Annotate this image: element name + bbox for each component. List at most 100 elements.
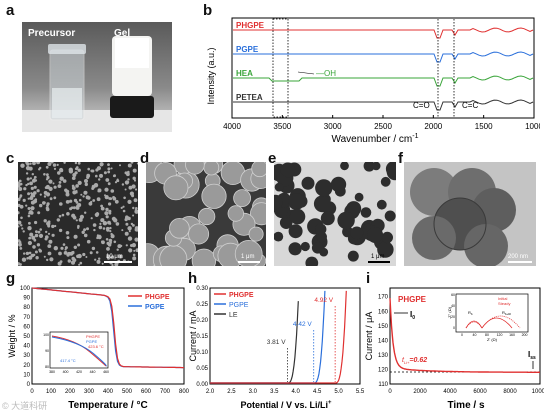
lsv-legend-phgpe: PHGPE <box>229 292 254 299</box>
sem-c-particle <box>47 232 51 235</box>
ftir-xtick-label: 3500 <box>273 122 291 131</box>
sem-c-particle <box>103 171 107 175</box>
sem-d-sphere <box>201 183 227 209</box>
sem-c-particle <box>107 163 110 166</box>
sem-d-sphere <box>169 218 190 239</box>
sem-c-particle <box>77 162 81 165</box>
lsv-onset-label-0: 3.81 V <box>267 339 286 346</box>
sem-c-particle <box>101 262 104 265</box>
sem-d-sphere <box>185 162 205 175</box>
sem-c-particle <box>53 196 57 200</box>
panel-letter-f: f <box>398 150 403 167</box>
sem-c-particle <box>86 239 91 244</box>
sem-c-particle <box>27 226 32 231</box>
gel-label: Gel <box>114 28 131 39</box>
precursor-label: Precursor <box>28 28 76 39</box>
sem-d-sphere <box>233 189 251 207</box>
lsv-xlabel: Potential / V vs. Li/Li+ <box>240 400 332 410</box>
lsv-onset-label-1: 4.42 V <box>293 321 312 328</box>
panel-letter-c: c <box>6 150 15 167</box>
tga-xtick-label: 400 <box>103 389 114 395</box>
ftir-xtick-label: 1000 <box>525 122 540 131</box>
sem-c-particle <box>18 242 22 247</box>
sem-c-particle <box>65 231 70 235</box>
lsv-xtick-label: 2.0 <box>206 389 215 395</box>
tem-e-particle <box>371 162 381 171</box>
sem-c-particle <box>109 230 112 233</box>
tga-xtick-label: 500 <box>122 389 133 395</box>
sem-c-particle <box>105 238 109 241</box>
sem-c-particle <box>50 162 54 164</box>
sem-c-particle <box>126 172 130 177</box>
sem-c-particle <box>122 209 126 213</box>
sem-c-particle <box>62 179 67 183</box>
sem-c-particle <box>100 204 103 208</box>
sem-c-particle <box>77 168 81 172</box>
sem-c-particle <box>38 249 42 253</box>
sem-c-particle <box>52 163 57 167</box>
tga-inset-xtick: 460 <box>103 370 109 374</box>
tga-ytick-label: 10 <box>23 372 30 378</box>
sem-d-drawing <box>146 162 266 266</box>
sem-c-particle <box>43 255 46 258</box>
sem-c-particle <box>25 162 29 165</box>
sem-c-particle <box>31 235 36 240</box>
sem-c-particle <box>23 252 26 255</box>
lsv-ytick-label: 0.05 <box>196 366 208 372</box>
sem-c-particle <box>56 163 59 166</box>
sem-c-particle <box>121 183 125 186</box>
sem-c-particle <box>106 254 111 259</box>
ftir-xtick-label: 1500 <box>475 122 493 131</box>
sem-c-particle <box>111 264 114 266</box>
sem-c-particle <box>72 215 77 220</box>
ftir-series-hea <box>233 75 534 87</box>
sem-c-particle <box>78 263 81 266</box>
sem-c-particle <box>53 246 58 251</box>
sem-d-sphere <box>188 223 210 245</box>
sem-c-particle <box>106 228 110 232</box>
sem-c-particle <box>135 207 138 210</box>
sem-c-particle <box>132 214 135 217</box>
eis-ytick: 0 <box>453 326 455 330</box>
sem-c-particle <box>47 225 50 228</box>
tem-e-particle <box>288 242 302 256</box>
sem-c-particle <box>110 234 115 239</box>
lsv-chart: 2.0 2.5 3.0 3.5 4.0 4.5 5.0 5.5 0.00 0.05 0.10 0.15… <box>188 286 365 410</box>
eis-legend-steady: Steady <box>498 301 510 306</box>
sem-c-particle <box>59 202 63 206</box>
sem-c-particle <box>48 239 53 244</box>
sem-c-particle <box>25 204 28 207</box>
sem-d-sphere <box>248 226 264 242</box>
ca-ylabel: Current / μA <box>364 312 374 361</box>
ftir-label-petea: PETEA <box>236 93 263 102</box>
sem-c-particle <box>98 178 101 181</box>
sem-c-particle <box>45 207 50 212</box>
ca-xtick-label: 2000 <box>413 389 427 395</box>
sem-c-particle <box>19 196 22 199</box>
ca-xtick-label: 0 <box>388 389 392 395</box>
tga-ytick-label: 70 <box>23 315 30 321</box>
tga-inset-legend-pgpe: PGPE <box>86 339 97 344</box>
ca-ytick-label: 170 <box>378 295 389 301</box>
sem-c-particle <box>93 183 99 188</box>
sem-c-particle <box>46 258 49 262</box>
sem-c-particle <box>80 193 83 196</box>
sem-c-particle <box>99 222 102 225</box>
lsv-xtick-label: 5.0 <box>334 389 343 395</box>
sem-c-particle <box>96 234 100 238</box>
tga-inset-xtick: 380 <box>49 370 55 374</box>
sem-c-particle <box>89 251 93 255</box>
lsv-ylabel: Current / mA <box>188 310 198 361</box>
ca-xlabel: Time / s <box>447 400 484 411</box>
sem-c-particle <box>34 233 39 238</box>
ca-chart: 0200040006000800010000110120130140150160… <box>364 287 544 411</box>
sem-c-particle <box>61 213 65 217</box>
ftir-xtick-label: 3000 <box>324 122 342 131</box>
tem-image-e: 1 μm <box>274 162 396 266</box>
sem-d-sphere <box>163 175 189 201</box>
sem-c-particle <box>102 221 108 226</box>
sem-c-particle <box>28 221 31 225</box>
sem-c-particle <box>133 198 138 203</box>
eis-xtick: 40 <box>473 333 477 337</box>
sem-c-particle <box>36 243 41 247</box>
